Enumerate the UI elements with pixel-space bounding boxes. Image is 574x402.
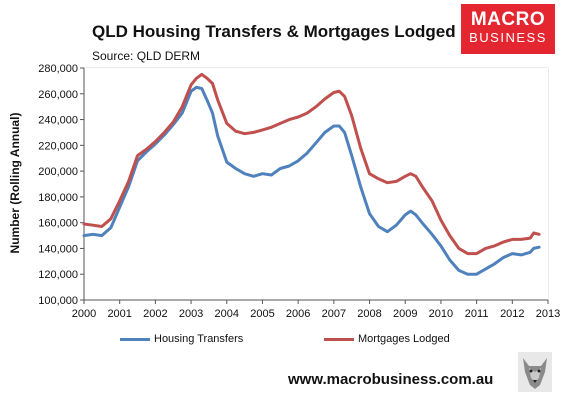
y-axis: 100,000 120,000 140,000 160,000 180,000 200,0… [38, 63, 85, 307]
y-tick-label: 260,000 [38, 89, 78, 101]
y-tick-label: 220,000 [38, 140, 78, 152]
macrobusiness-logo: MACRO BUSINESS [461, 4, 555, 54]
x-tick-label: 2006 [286, 308, 310, 320]
website-url: www.macrobusiness.com.au [288, 371, 494, 388]
plot-frame [84, 68, 548, 300]
y-tick-label: 280,000 [38, 63, 78, 75]
x-tick-label: 2008 [357, 308, 381, 320]
x-tick-label: 2007 [322, 308, 346, 320]
wolf-logo-icon [518, 352, 552, 392]
chart-source: Source: QLD DERM [92, 49, 201, 63]
x-tick-label: 2004 [215, 308, 239, 320]
legend-item-housing-transfers: Housing Transfers [120, 333, 243, 345]
y-tick-label: 120,000 [38, 269, 78, 281]
y-tick-label: 240,000 [38, 115, 78, 127]
x-tick-label: 2000 [72, 308, 96, 320]
x-tick-label: 2013 [536, 308, 560, 320]
logo-line-2: BUSINESS [469, 30, 547, 45]
y-tick-label: 140,000 [38, 243, 78, 255]
x-tick-label: 2009 [393, 308, 417, 320]
series-line-mortgages-lodged [82, 72, 541, 256]
x-tick-label: 2005 [250, 308, 274, 320]
y-tick-label: 200,000 [38, 166, 78, 178]
legend-swatch [324, 337, 354, 341]
y-tick-label: 160,000 [38, 218, 78, 230]
y-tick-label: 180,000 [38, 192, 78, 204]
legend-item-mortgages-lodged: Mortgages Lodged [324, 333, 450, 345]
series-line-housing-transfers [82, 85, 541, 276]
x-tick-label: 2002 [143, 308, 167, 320]
y-tick-label: 100,000 [38, 295, 78, 307]
y-axis-label: Number (Rolling Annual) [8, 113, 22, 254]
legend-swatch [120, 337, 150, 341]
x-tick-label: 2003 [179, 308, 203, 320]
plot-area [84, 68, 548, 300]
series-layer [82, 72, 541, 276]
legend-label: Mortgages Lodged [358, 333, 450, 345]
chart-title: QLD Housing Transfers & Mortgages Lodged [92, 22, 456, 41]
x-tick-label: 2011 [465, 308, 489, 320]
x-axis: 2000 2001 2002 2003 2004 2005 2006 2007 2008 2009… [72, 299, 560, 320]
x-tick-label: 2012 [500, 308, 524, 320]
legend-label: Housing Transfers [154, 333, 244, 345]
x-tick-label: 2001 [107, 308, 131, 320]
logo-line-1: MACRO [470, 9, 546, 30]
x-tick-label: 2010 [429, 308, 453, 320]
